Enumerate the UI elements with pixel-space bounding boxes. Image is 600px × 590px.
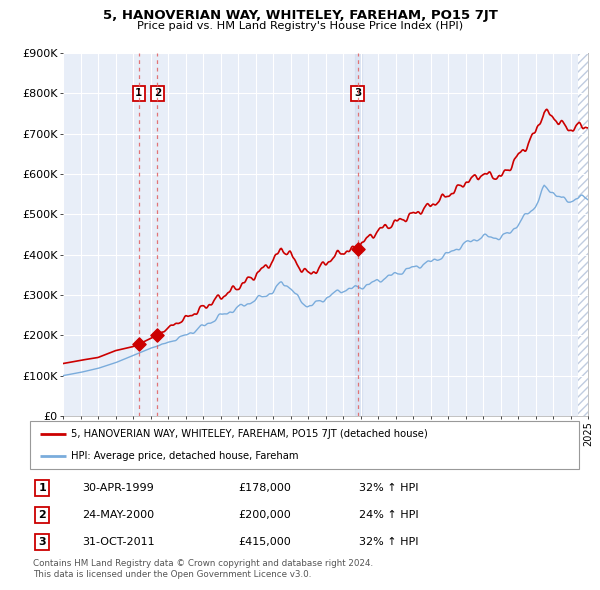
Text: 5, HANOVERIAN WAY, WHITELEY, FAREHAM, PO15 7JT: 5, HANOVERIAN WAY, WHITELEY, FAREHAM, PO… (103, 9, 497, 22)
Text: Contains HM Land Registry data © Crown copyright and database right 2024.
This d: Contains HM Land Registry data © Crown c… (33, 559, 373, 579)
Text: 32% ↑ HPI: 32% ↑ HPI (359, 483, 419, 493)
Text: 2: 2 (154, 88, 161, 99)
Text: £200,000: £200,000 (239, 510, 292, 520)
Point (134, 339, 143, 349)
Point (353, 244, 362, 253)
Text: 3: 3 (38, 537, 46, 547)
Text: 24% ↑ HPI: 24% ↑ HPI (359, 510, 419, 520)
Text: £415,000: £415,000 (239, 537, 292, 547)
Text: 32% ↑ HPI: 32% ↑ HPI (359, 537, 419, 547)
Bar (578, 53, 588, 416)
Text: 5, HANOVERIAN WAY, WHITELEY, FAREHAM, PO15 7JT (detached house): 5, HANOVERIAN WAY, WHITELEY, FAREHAM, PO… (71, 429, 428, 439)
Text: 3: 3 (354, 88, 361, 99)
Point (152, 330, 162, 340)
Text: £178,000: £178,000 (239, 483, 292, 493)
Text: 1: 1 (38, 483, 46, 493)
Text: HPI: Average price, detached house, Fareham: HPI: Average price, detached house, Fare… (71, 451, 299, 461)
Text: 24-MAY-2000: 24-MAY-2000 (82, 510, 154, 520)
Text: 31-OCT-2011: 31-OCT-2011 (82, 537, 155, 547)
Bar (355, 53, 362, 416)
Text: Price paid vs. HM Land Registry's House Price Index (HPI): Price paid vs. HM Land Registry's House … (137, 21, 463, 31)
Text: 30-APR-1999: 30-APR-1999 (82, 483, 154, 493)
Text: 1: 1 (135, 88, 142, 99)
Text: 2: 2 (38, 510, 46, 520)
